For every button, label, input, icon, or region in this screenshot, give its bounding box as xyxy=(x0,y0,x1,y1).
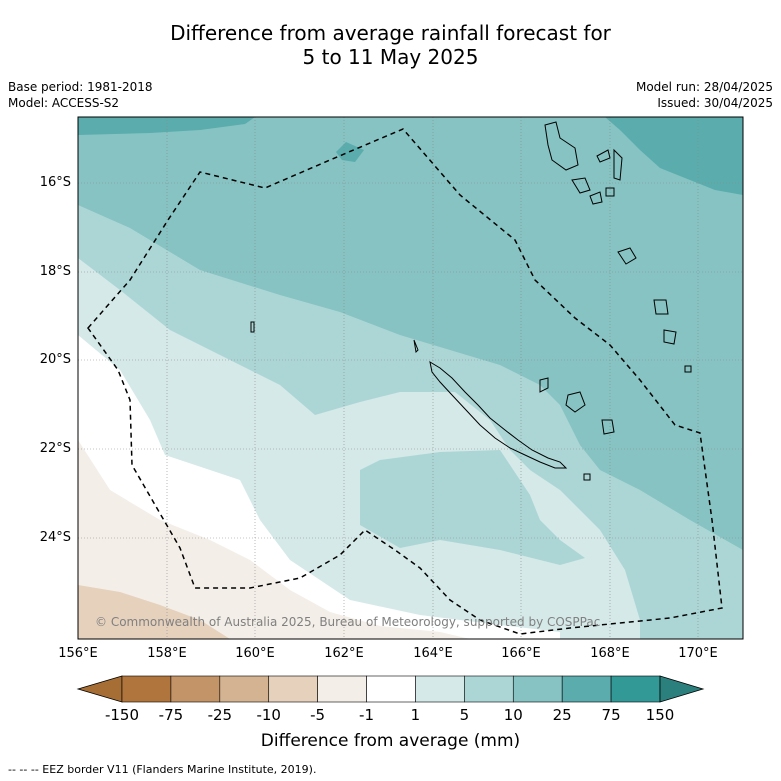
new-caledonia-coast xyxy=(429,360,568,469)
lat-label-24s: 24°S xyxy=(39,530,71,545)
rainfall-anomaly-field: © Commonwealth of Australia 2025, Bureau… xyxy=(78,117,743,639)
island-outline xyxy=(250,321,255,333)
lat-label-22s: 22°S xyxy=(39,441,71,456)
meta-left: Base period: 1981-2018 Model: ACCESS-S2 xyxy=(8,79,153,111)
colorbar-tick-label: -5 xyxy=(310,706,326,724)
colorbar-tick-label: -25 xyxy=(207,706,233,724)
colorbar-cell xyxy=(415,675,465,703)
map-frame xyxy=(77,116,744,640)
colorbar-tick-label: 10 xyxy=(503,706,523,724)
band-neg1-neg5 xyxy=(78,440,470,639)
lat-label-18s: 18°S xyxy=(39,264,71,279)
island-outline xyxy=(596,149,611,163)
colorbar-extend-low xyxy=(76,675,123,703)
island-outline xyxy=(565,391,586,413)
colorbar-tick-label: -75 xyxy=(158,706,184,724)
lon-label-166e: 166°E xyxy=(501,646,541,661)
model-name: Model: ACCESS-S2 xyxy=(8,96,120,110)
band-25-75-top xyxy=(78,117,255,135)
island-outline xyxy=(601,419,615,435)
colorbar-cell xyxy=(170,675,221,703)
colorbar-cell xyxy=(464,675,514,703)
island-outline xyxy=(605,187,615,197)
band-neg5-neg10 xyxy=(78,585,230,639)
island-outline xyxy=(571,177,591,194)
island-outline xyxy=(583,473,591,481)
colorbar-tick-label: -1 xyxy=(359,706,375,724)
island-outline xyxy=(653,299,669,315)
model-run: Model run: 28/04/2025 xyxy=(635,80,773,94)
vanuatu-espiritu-santo xyxy=(544,121,579,171)
colorbar-tick-label: -150 xyxy=(104,706,140,724)
colorbar-tick-label: 150 xyxy=(645,706,675,724)
island-outline xyxy=(613,148,623,181)
colorbar-tick-label: 1 xyxy=(410,706,421,724)
colorbar-cell xyxy=(610,675,661,703)
band-5-10-inner xyxy=(360,450,585,565)
colorbar-cell xyxy=(268,675,318,703)
lat-label-20s: 20°S xyxy=(39,352,71,367)
lon-label-164e: 164°E xyxy=(413,646,453,661)
eez-legend: -- -- -- EEZ border V11 (Flanders Marine… xyxy=(8,763,317,776)
base-period: Base period: 1981-2018 xyxy=(8,80,153,94)
colorbar-cell xyxy=(366,675,416,703)
island-outline xyxy=(617,247,637,265)
colorbar-title: Difference from average (mm) xyxy=(260,731,521,751)
island-outline xyxy=(539,377,549,393)
title-line-2: 5 to 11 May 2025 xyxy=(302,45,479,69)
lon-label-156e: 156°E xyxy=(58,646,98,661)
lon-label-158e: 158°E xyxy=(147,646,187,661)
copyright-text: © Commonwealth of Australia 2025, Bureau… xyxy=(95,615,600,629)
colorbar-tick-label: 25 xyxy=(552,706,572,724)
colorbar-cell xyxy=(561,675,612,703)
colorbar-cell xyxy=(121,675,172,703)
island-outline xyxy=(663,329,677,345)
eez-border xyxy=(87,128,723,635)
title-line-1: Difference from average rainfall forecas… xyxy=(170,21,611,45)
graticule xyxy=(78,117,743,639)
island-outline xyxy=(413,339,419,354)
colorbar-tick-label: 75 xyxy=(601,706,621,724)
colorbar-cell xyxy=(219,675,270,703)
colorbar-cell xyxy=(317,675,367,703)
issued-date: Issued: 30/04/2025 xyxy=(657,96,773,110)
colorbar-tick-label: -10 xyxy=(256,706,281,724)
band-25-75-right xyxy=(605,117,743,195)
colorbar-tick-label: 5 xyxy=(459,706,470,724)
lon-label-170e: 170°E xyxy=(678,646,718,661)
lat-label-16s: 16°S xyxy=(39,175,71,190)
colorbar xyxy=(76,675,705,703)
lon-label-160e: 160°E xyxy=(235,646,275,661)
island-outline xyxy=(589,191,603,205)
island-outline xyxy=(684,365,692,373)
colorbar-extend-high xyxy=(659,675,705,703)
lon-label-162e: 162°E xyxy=(324,646,364,661)
lon-label-168e: 168°E xyxy=(590,646,630,661)
colorbar-cell xyxy=(512,675,563,703)
meta-right: Model run: 28/04/2025 Issued: 30/04/2025 xyxy=(636,79,773,111)
